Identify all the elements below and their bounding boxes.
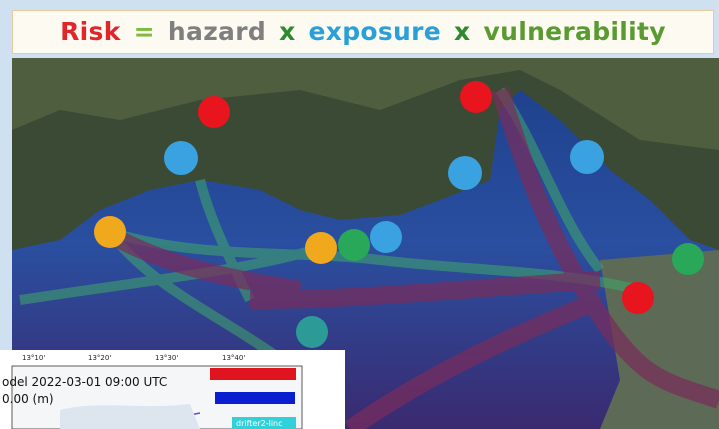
- risk-marker: [672, 243, 704, 275]
- model-label: odel 2022-03-01 09:00 UTC: [2, 375, 167, 389]
- risk-marker: [198, 96, 230, 128]
- title-times: x: [454, 17, 471, 46]
- risk-marker: [338, 229, 370, 261]
- lon-tick-label: 13°30': [155, 354, 178, 362]
- legend-red: [210, 368, 296, 380]
- lon-tick-label: 13°40': [222, 354, 245, 362]
- risk-marker: [305, 232, 337, 264]
- title-bar: Risk = hazard x exposure x vulnerability: [12, 10, 714, 54]
- depth-label: 0.00 (m): [2, 392, 54, 406]
- title-equals: =: [133, 17, 155, 46]
- risk-marker: [570, 140, 604, 174]
- land: [12, 58, 719, 250]
- shipping-routes: [115, 87, 719, 429]
- risk-marker: [622, 282, 654, 314]
- lon-tick-label: 13°20': [88, 354, 111, 362]
- risk-marker: [296, 316, 328, 348]
- legend-cyan: [232, 417, 296, 429]
- risk-markers: [94, 81, 704, 348]
- risk-marker: [448, 156, 482, 190]
- title-vulnerability: vulnerability: [483, 17, 666, 46]
- risk-marker: [164, 141, 198, 175]
- inset-land: [60, 404, 200, 429]
- title-exposure: exposure: [308, 17, 442, 46]
- title-risk: Risk: [60, 17, 121, 46]
- title-times: x: [279, 17, 296, 46]
- risk-marker: [370, 221, 402, 253]
- risk-marker: [94, 216, 126, 248]
- lon-tick-label: 13°10': [22, 354, 45, 362]
- land-inland: [12, 58, 719, 150]
- title-hazard: hazard: [167, 17, 267, 46]
- legend-blue: [215, 392, 295, 404]
- risk-marker: [460, 81, 492, 113]
- legend-label: drifter2-linc: [236, 419, 283, 428]
- model-inset: 13°10' 13°20' 13°30' 13°40' odel 2022-03…: [0, 350, 345, 429]
